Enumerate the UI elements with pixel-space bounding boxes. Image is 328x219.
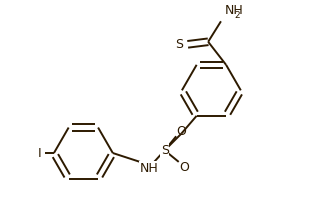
Text: S: S: [161, 144, 169, 157]
Text: NH: NH: [225, 4, 244, 18]
Text: O: O: [176, 125, 186, 138]
Text: I: I: [38, 147, 42, 159]
Text: 2: 2: [234, 11, 240, 20]
Text: S: S: [175, 38, 183, 51]
Text: O: O: [179, 161, 189, 173]
Text: NH: NH: [140, 162, 159, 175]
